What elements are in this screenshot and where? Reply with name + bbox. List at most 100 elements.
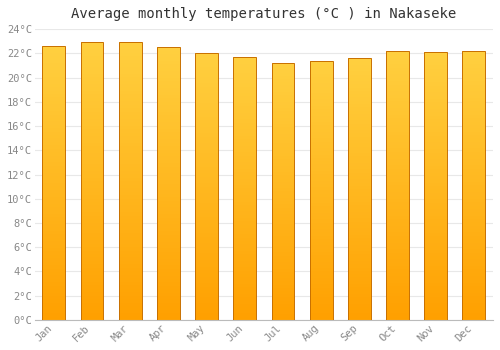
Bar [119, 105, 142, 108]
Bar [348, 75, 371, 78]
Bar [42, 228, 66, 231]
Bar [157, 241, 180, 245]
Bar [119, 299, 142, 303]
Bar [157, 286, 180, 289]
Bar [42, 275, 66, 279]
Bar [310, 67, 332, 70]
Bar [234, 313, 256, 317]
Bar [119, 122, 142, 126]
Bar [386, 61, 409, 64]
Bar [80, 88, 104, 91]
Bar [80, 198, 104, 202]
Bar [424, 250, 447, 253]
Bar [272, 249, 294, 252]
Bar [310, 86, 332, 90]
Bar [157, 310, 180, 313]
Bar [348, 130, 371, 133]
Bar [348, 88, 371, 91]
Bar [386, 178, 409, 182]
Bar [119, 126, 142, 129]
Bar [157, 81, 180, 85]
Bar [119, 278, 142, 282]
Bar [80, 112, 104, 115]
Bar [424, 219, 447, 223]
Bar [462, 316, 485, 320]
Bar [157, 197, 180, 201]
Bar [272, 256, 294, 259]
Bar [386, 172, 409, 175]
Bar [310, 268, 332, 271]
Bar [462, 202, 485, 205]
Bar [157, 265, 180, 269]
Bar [80, 53, 104, 56]
Bar [119, 223, 142, 226]
Bar [80, 143, 104, 146]
Bar [42, 255, 66, 258]
Bar [42, 316, 66, 320]
Bar [195, 206, 218, 210]
Bar [348, 261, 371, 264]
Bar [119, 302, 142, 306]
Bar [119, 164, 142, 167]
Bar [272, 114, 294, 118]
Bar [348, 160, 371, 163]
Bar [386, 81, 409, 84]
Bar [80, 101, 104, 105]
Bar [42, 97, 66, 101]
Bar [272, 127, 294, 131]
Bar [386, 192, 409, 196]
Bar [462, 101, 485, 105]
Bar [42, 104, 66, 108]
Bar [42, 74, 66, 77]
Bar [424, 129, 447, 132]
Bar [157, 313, 180, 316]
Bar [272, 214, 294, 217]
Bar [80, 91, 104, 94]
Bar [157, 146, 180, 149]
Bar [272, 268, 294, 272]
Bar [272, 198, 294, 201]
Bar [310, 255, 332, 258]
Bar [157, 173, 180, 177]
Bar [157, 316, 180, 320]
Bar [119, 216, 142, 219]
Bar [272, 262, 294, 265]
Bar [272, 240, 294, 243]
Bar [42, 303, 66, 306]
Bar [348, 176, 371, 179]
Bar [119, 181, 142, 185]
Bar [157, 98, 180, 102]
Bar [310, 77, 332, 80]
Bar [195, 237, 218, 240]
Bar [119, 119, 142, 122]
Bar [234, 254, 256, 258]
Bar [462, 142, 485, 145]
Bar [80, 122, 104, 126]
Bar [462, 108, 485, 111]
Bar [234, 198, 256, 202]
Bar [157, 136, 180, 139]
Bar [462, 172, 485, 175]
Bar [424, 276, 447, 280]
Bar [195, 143, 218, 147]
Bar [42, 145, 66, 149]
Bar [386, 256, 409, 259]
Bar [42, 94, 66, 97]
Bar [195, 200, 218, 203]
Bar [386, 128, 409, 132]
Bar [195, 187, 218, 190]
Bar [195, 167, 218, 170]
Bar [157, 170, 180, 173]
Bar [386, 216, 409, 219]
Bar [195, 53, 218, 57]
Bar [157, 132, 180, 136]
Bar [310, 64, 332, 67]
Bar [348, 225, 371, 228]
Bar [119, 230, 142, 233]
Bar [195, 287, 218, 290]
Bar [462, 132, 485, 135]
Bar [157, 160, 180, 163]
Bar [424, 106, 447, 109]
Bar [80, 216, 104, 219]
Bar [119, 112, 142, 115]
